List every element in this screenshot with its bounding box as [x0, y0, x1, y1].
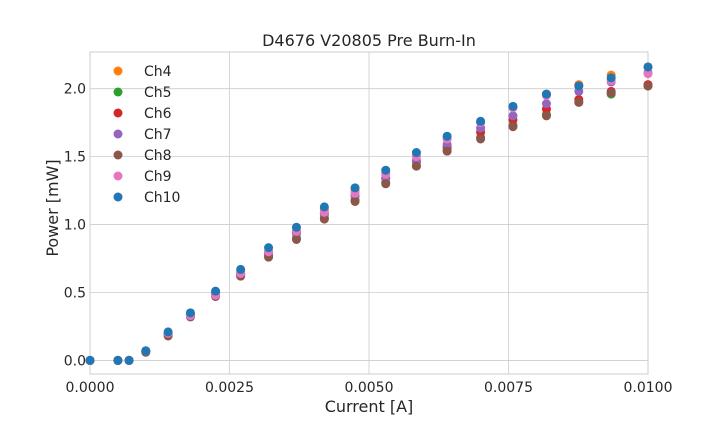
data-point — [541, 99, 551, 109]
data-point — [236, 264, 246, 274]
data-point — [541, 89, 551, 99]
data-point — [508, 101, 518, 111]
legend-label: Ch9 — [144, 169, 172, 185]
plot-frame — [89, 51, 649, 375]
data-point — [411, 148, 421, 158]
legend-marker — [113, 150, 123, 160]
data-point — [541, 111, 551, 121]
y-tick-label: 0.5 — [64, 285, 86, 301]
y-axis-label: Power [mW] — [43, 159, 62, 256]
y-tick-label: 2.0 — [64, 82, 86, 98]
data-point — [508, 111, 518, 121]
data-point — [264, 243, 274, 253]
legend: Ch4 Ch5 Ch6 Ch7 Ch8 Ch9 Ch10 — [113, 64, 180, 206]
data-point — [476, 134, 486, 144]
legend-marker — [113, 129, 123, 139]
legend-marker — [113, 87, 123, 97]
legend-marker — [113, 66, 123, 76]
x-tick-label: 0.0100 — [624, 380, 673, 396]
legend-label: Ch7 — [144, 127, 172, 143]
legend-label: Ch6 — [144, 106, 172, 122]
data-point — [124, 355, 134, 365]
data-point — [163, 327, 173, 337]
data-point — [643, 69, 653, 79]
data-point — [291, 222, 301, 232]
y-tick-label: 0.0 — [64, 353, 86, 369]
data-point — [643, 81, 653, 91]
data-point — [211, 286, 221, 296]
legend-label: Ch4 — [144, 64, 172, 80]
x-tick-label: 0.0025 — [205, 380, 254, 396]
data-point — [319, 202, 329, 212]
x-tick-label: 0.0075 — [484, 380, 533, 396]
y-tick-label: 1.5 — [64, 150, 86, 166]
data-point — [574, 97, 584, 107]
chart-title: D4676 V20805 Pre Burn-In — [262, 31, 476, 50]
data-point — [113, 355, 123, 365]
data-points — [85, 62, 653, 365]
x-tick-label: 0.0050 — [345, 380, 394, 396]
data-point — [381, 179, 391, 189]
x-axis-label: Current [A] — [325, 397, 414, 416]
data-point — [442, 146, 452, 156]
x-tick-label: 0.0000 — [66, 380, 115, 396]
data-point — [85, 355, 95, 365]
data-point — [643, 62, 653, 72]
legend-marker — [113, 108, 123, 118]
legend-label: Ch10 — [144, 190, 180, 206]
legend-label: Ch5 — [144, 85, 172, 101]
data-point — [606, 73, 616, 83]
data-point — [350, 196, 360, 206]
legend-label: Ch8 — [144, 148, 172, 164]
data-point — [574, 81, 584, 91]
data-point — [606, 88, 616, 98]
x-tick-labels: 0.0000 0.0025 0.0050 0.0075 0.0100 — [66, 380, 673, 396]
data-point — [381, 165, 391, 175]
data-point — [476, 116, 486, 126]
data-point — [291, 234, 301, 244]
data-point — [508, 122, 518, 132]
data-point — [141, 346, 151, 356]
legend-marker — [113, 192, 123, 202]
data-point — [185, 308, 195, 318]
data-point — [442, 131, 452, 141]
legend-marker — [113, 171, 123, 181]
data-point — [319, 214, 329, 224]
y-tick-labels: 0.0 0.5 1.0 1.5 2.0 — [64, 82, 86, 370]
y-tick-label: 1.0 — [64, 218, 86, 234]
data-point — [411, 161, 421, 171]
series-ch10 — [85, 62, 653, 365]
data-point — [350, 183, 360, 193]
